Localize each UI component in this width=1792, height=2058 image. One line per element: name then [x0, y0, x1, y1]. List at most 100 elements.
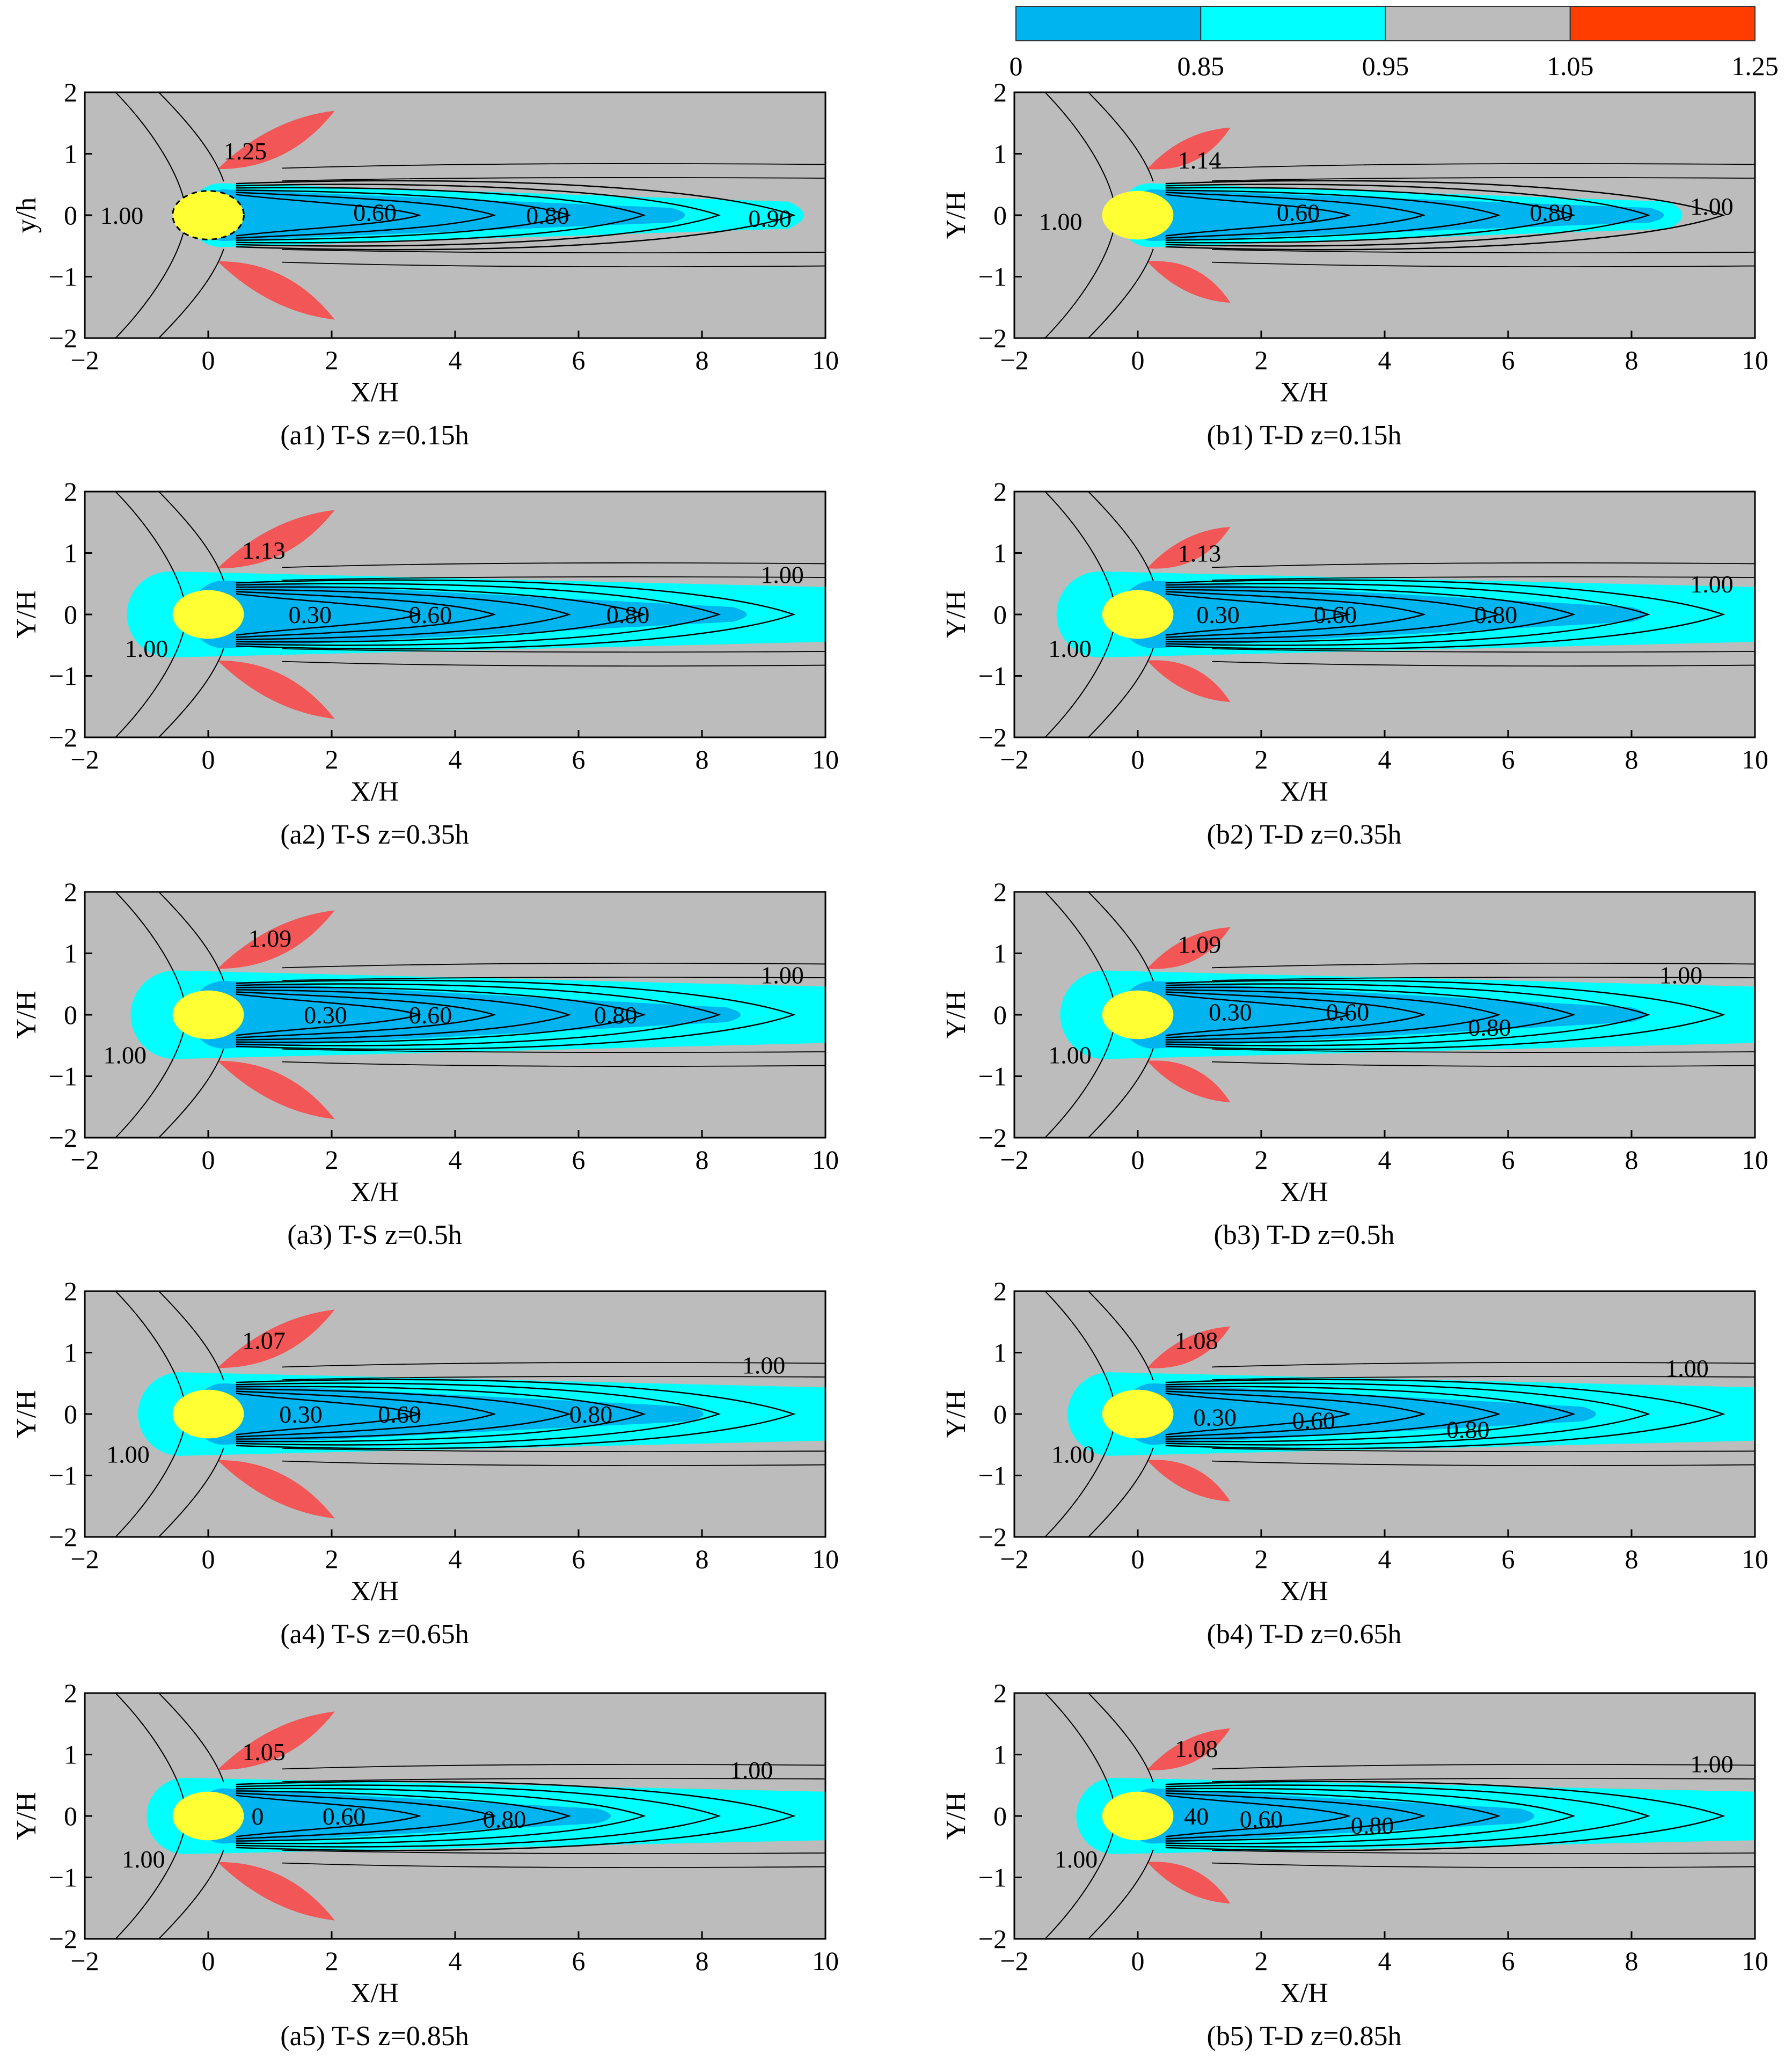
x-tick-label: 2 [1255, 1145, 1268, 1175]
colorbar-bin [1015, 6, 1202, 41]
contour-line [1165, 189, 1501, 241]
contour-line [236, 583, 721, 646]
colorbar-tick-label: 0.85 [1177, 51, 1225, 81]
contour-line [282, 177, 825, 182]
contour-line [1165, 1388, 1501, 1440]
panel-grid: 1.251.00 0.60 0.80 0.90−2 0 2 4 6 8 10210−1−2X/Hy… [11, 77, 1768, 2052]
panel-caption: (a1) T-S z=0.15h [280, 420, 469, 451]
contour-value-label: 1.07 [242, 1327, 286, 1354]
cylinder-marker [1102, 990, 1174, 1039]
contour-line [1165, 1792, 1426, 1840]
contour-value-label: 0.30 [279, 1401, 323, 1428]
contour-line [236, 194, 421, 237]
x-tick-label: 2 [325, 1946, 339, 1976]
x-tick-label: −2 [1000, 1544, 1028, 1574]
speedup-lobe-upper [1147, 1326, 1231, 1368]
colorbar-bin [1569, 6, 1756, 41]
x-tick-label: −2 [1000, 744, 1028, 774]
contour-line [236, 1393, 421, 1436]
x-tick-label: 4 [1378, 1946, 1392, 1976]
contour-value-label: 0.80 [526, 202, 569, 229]
y-axis-label: Y/H [11, 1792, 42, 1840]
contour-value-label: 0.30 [304, 1001, 347, 1029]
contour-line [158, 1048, 224, 1138]
contour-value-label: 1.00 [106, 1440, 150, 1468]
contour-line [1165, 586, 1576, 643]
contour-value-label: 1.09 [248, 925, 292, 952]
y-tick-label: 1 [993, 1338, 1007, 1368]
contour-line [1165, 979, 1725, 1050]
y-tick-label: −1 [978, 661, 1007, 691]
deficit-core-region [1122, 1383, 1596, 1445]
x-tick-label: 0 [202, 1544, 215, 1574]
contour-value-label: 0.80 [594, 1001, 638, 1029]
x-tick-label: 0 [1131, 744, 1145, 774]
contour-line [1165, 1382, 1651, 1446]
x-tick-label: 4 [449, 1544, 462, 1574]
y-tick-label: 1 [993, 139, 1007, 169]
cylinder-marker [1102, 1389, 1174, 1439]
deficit-core-region [1119, 981, 1645, 1049]
x-tick-label: 6 [572, 744, 586, 774]
contour-line [236, 589, 571, 640]
contour-line [1165, 1795, 1351, 1837]
contour-value-label: 1.08 [1175, 1735, 1218, 1762]
contour-line [1211, 977, 1755, 982]
contour-line [1165, 579, 1725, 650]
contour-value-label: 1.05 [242, 1738, 286, 1766]
panel-caption: (b5) T-D z=0.85h [1207, 2021, 1402, 2052]
y-tick-label: 1 [993, 538, 1007, 568]
y-tick-label: 1 [64, 538, 77, 568]
deficit-core-region [1125, 1788, 1534, 1844]
contour-line [236, 180, 796, 251]
y-tick-label: −1 [978, 1061, 1007, 1092]
contour-line [1211, 1763, 1755, 1770]
x-tick-label: 4 [449, 1946, 462, 1976]
y-tick-label: 0 [993, 1000, 1007, 1030]
x-tick-label: 10 [812, 1946, 839, 1976]
contour-line [1165, 1390, 1426, 1438]
contour-line [236, 1382, 721, 1446]
contour-line [282, 648, 825, 653]
y-tick-label: 1 [993, 1740, 1007, 1770]
contour-line [1211, 1376, 1755, 1381]
x-tick-label: 4 [1378, 1544, 1392, 1574]
contour-line [236, 986, 646, 1043]
contour-value-label: 1.25 [224, 137, 267, 165]
y-tick-label: 2 [64, 1678, 77, 1708]
contour-value-label: 0.60 [353, 199, 397, 226]
x-tick-label: −2 [70, 345, 99, 375]
contour-line [1211, 261, 1755, 268]
speedup-lobe-lower [1147, 1862, 1231, 1904]
x-tick-label: 0 [1131, 345, 1145, 375]
x-axis-label: X/H [350, 1177, 399, 1207]
contour-line [158, 92, 224, 182]
y-tick-label: −1 [49, 262, 77, 292]
y-tick-label: 2 [64, 477, 77, 507]
contour-value-label: 1.00 [1690, 1751, 1734, 1778]
y-tick-label: −2 [49, 1522, 77, 1552]
colorbar-tick-label: 1.25 [1731, 51, 1779, 81]
contour-line [158, 248, 224, 338]
contour-value-label: 0.60 [1292, 1407, 1336, 1434]
contour-value-label: 0 [252, 1803, 264, 1830]
x-axis-label: X/H [1280, 1177, 1328, 1207]
panel-b2: 1.131.001.000.30 0.60 0.80−2 0 2 4 6 8 10210−1−2… [941, 477, 1768, 850]
x-tick-label: 2 [1255, 1544, 1268, 1574]
contour-value-label: 0.60 [1326, 998, 1370, 1026]
contour-value-label: 0.60 [378, 1401, 421, 1428]
y-tick-label: −1 [49, 1061, 77, 1092]
contour-line [282, 163, 825, 169]
contour-line [158, 892, 224, 982]
x-tick-label: 8 [696, 345, 709, 375]
colorbar-tick-label: 0 [1010, 51, 1023, 81]
contour-line [1211, 661, 1755, 667]
y-tick-label: −1 [978, 1863, 1007, 1893]
y-tick-label: 0 [64, 599, 77, 629]
panel-caption: (a5) T-S z=0.85h [280, 2021, 469, 2052]
x-tick-label: 10 [812, 1145, 839, 1175]
contour-line [1211, 562, 1755, 568]
x-tick-label: 0 [202, 345, 215, 375]
contour-value-label: 0.30 [1196, 601, 1240, 628]
